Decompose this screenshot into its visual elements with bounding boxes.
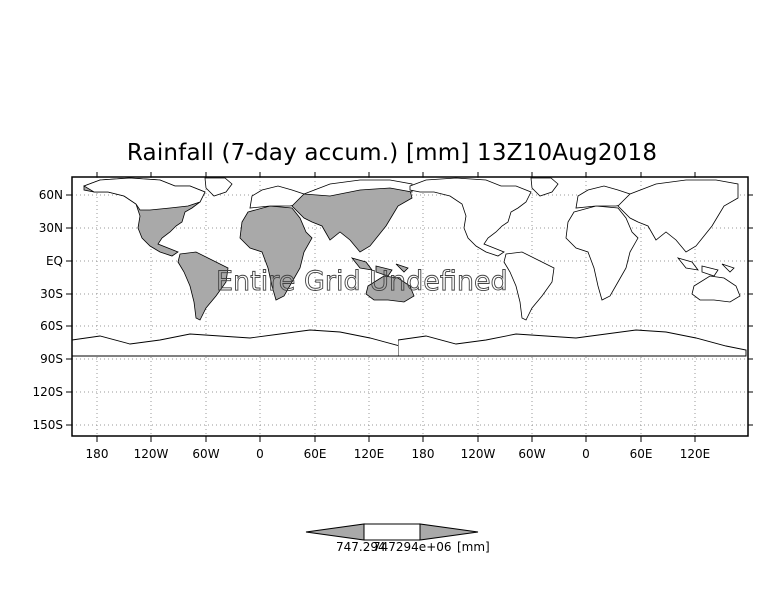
colorbar-max-label: 747294e+06	[373, 540, 452, 554]
antarctica-landmass	[72, 329, 421, 357]
colorbar-right-triangle	[419, 523, 479, 541]
greenland-landmass	[204, 177, 233, 197]
map-frame	[71, 176, 749, 437]
lon-tick-label: 180	[86, 447, 109, 461]
south-america-landmass-2	[503, 251, 555, 321]
undefined-grid-overlay: Entire Grid Undefined	[216, 266, 508, 297]
lon-tick-label: 180	[412, 447, 435, 461]
lat-tick-label: EQ	[46, 254, 63, 268]
continents-left	[72, 177, 421, 357]
lat-tick-label: 90S	[40, 352, 63, 366]
australia-landmass	[365, 275, 415, 303]
lon-tick-label: 0	[256, 447, 264, 461]
indonesia-islands	[350, 257, 409, 277]
latitude-axis: 60N 30N EQ 30S 60S 90S 120S 150S	[32, 188, 753, 432]
lat-tick-label: 150S	[32, 418, 63, 432]
antarctica-landmass-2	[398, 329, 747, 357]
colorbar-center-box	[363, 523, 421, 541]
south-america-landmass	[177, 251, 229, 321]
longitude-axis: 180 120W 60W 0 60E 120E 180 120W 60W 0 60E 120E	[86, 172, 711, 461]
lat-tick-label: 30S	[40, 287, 63, 301]
north-america-landmass-2	[409, 177, 532, 257]
lon-tick-label: 120W	[134, 447, 169, 461]
lat-tick-label: 60N	[39, 188, 63, 202]
lon-tick-label: 0	[582, 447, 590, 461]
colorbar-left-triangle	[305, 523, 365, 541]
map-title: Rainfall (7-day accum.) [mm] 13Z10Aug201…	[126, 140, 658, 166]
australia-landmass-2	[691, 275, 741, 303]
lat-tick-label: 60S	[40, 319, 63, 333]
colorbar	[305, 523, 479, 541]
lon-tick-label: 60W	[192, 447, 219, 461]
africa-landmass	[239, 205, 313, 301]
lon-tick-label: 120W	[461, 447, 496, 461]
continents-right	[398, 177, 747, 357]
europe-landmass	[249, 185, 305, 209]
lat-tick-label: 120S	[32, 385, 63, 399]
africa-landmass-2	[565, 205, 639, 301]
greenland-landmass-2	[530, 177, 559, 197]
canada-landmass	[83, 177, 206, 211]
lat-tick-label: 30N	[39, 221, 63, 235]
europe-landmass-2	[575, 185, 631, 209]
lon-tick-label: 120E	[680, 447, 711, 461]
lon-tick-label: 120E	[354, 447, 385, 461]
indonesia-islands-2	[676, 257, 735, 277]
lon-tick-label: 60W	[518, 447, 545, 461]
colorbar-unit-label: [mm]	[457, 540, 490, 554]
lon-tick-label: 60E	[630, 447, 653, 461]
colorbar-min-label: 747.294	[336, 540, 386, 554]
lon-tick-label: 60E	[304, 447, 327, 461]
asia-landmass-2	[617, 179, 739, 253]
